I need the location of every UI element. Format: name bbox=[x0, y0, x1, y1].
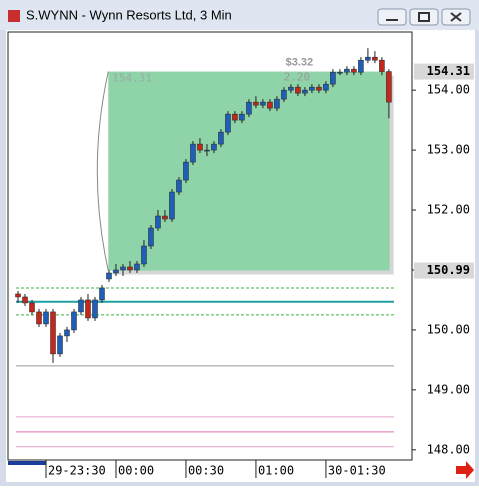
candle-body bbox=[155, 215, 161, 229]
candle-body bbox=[288, 86, 294, 91]
candle-body bbox=[260, 101, 266, 106]
candle-body bbox=[113, 269, 119, 274]
candle-body bbox=[36, 311, 42, 325]
candle-body bbox=[204, 149, 210, 152]
measure-bracket bbox=[96, 71, 109, 271]
maximize-icon bbox=[418, 12, 430, 22]
candle-body bbox=[134, 263, 140, 271]
candle-body bbox=[246, 101, 252, 115]
candle-body bbox=[267, 101, 273, 109]
candle-body bbox=[29, 302, 35, 313]
x-tick-label: 01:00 bbox=[258, 464, 294, 478]
candle-body bbox=[372, 56, 378, 61]
candle-body bbox=[316, 86, 322, 91]
x-tick-label: 29-23:30 bbox=[48, 464, 106, 478]
candle-body bbox=[78, 299, 84, 313]
price-marker bbox=[414, 262, 474, 279]
measure-start-label: 154.31 bbox=[112, 72, 152, 85]
price-marker-label: 154.31 bbox=[427, 64, 470, 78]
y-tick-label: 152.00 bbox=[427, 203, 470, 217]
measure-percent: 2.20 bbox=[284, 71, 311, 84]
candle-body bbox=[162, 215, 168, 220]
x-tick-label: 00:30 bbox=[188, 464, 224, 478]
candle-body bbox=[71, 311, 77, 331]
minimize-button[interactable] bbox=[377, 8, 407, 26]
y-tick-label: 149.00 bbox=[427, 382, 470, 396]
y-tick-label: 153.00 bbox=[427, 143, 470, 157]
candle-body bbox=[379, 59, 385, 72]
candle-body bbox=[148, 227, 154, 247]
candle-body bbox=[344, 68, 350, 73]
scrollbar[interactable] bbox=[8, 461, 46, 465]
candle-body bbox=[337, 71, 343, 74]
candle-body bbox=[365, 56, 371, 61]
candle-body bbox=[106, 272, 112, 280]
y-tick-label: 148.00 bbox=[427, 442, 470, 456]
candle-body bbox=[183, 161, 189, 181]
candle-body bbox=[197, 143, 203, 151]
candle-body bbox=[386, 71, 392, 103]
candle-body bbox=[190, 143, 196, 163]
candle-body bbox=[218, 131, 224, 145]
scroll-arrow[interactable] bbox=[456, 461, 474, 479]
app-icon bbox=[8, 10, 20, 22]
candle-body bbox=[302, 89, 308, 94]
candle-body bbox=[176, 179, 182, 193]
y-tick-label: 154.00 bbox=[427, 83, 470, 97]
candle-body bbox=[309, 86, 315, 91]
maximize-button[interactable] bbox=[409, 8, 439, 26]
measure-change: $3.32 bbox=[286, 56, 314, 68]
price-marker-label: 150.99 bbox=[427, 263, 470, 277]
candle-body bbox=[274, 98, 280, 109]
candle-body bbox=[64, 329, 70, 337]
close-icon bbox=[450, 12, 462, 22]
candle-body bbox=[169, 191, 175, 220]
candle-body bbox=[239, 113, 245, 121]
candle-body bbox=[92, 299, 98, 319]
candle-body bbox=[225, 113, 231, 133]
candle-body bbox=[127, 266, 133, 271]
candle-body bbox=[99, 287, 105, 301]
x-tick-label: 00:00 bbox=[118, 464, 154, 478]
candle-body bbox=[120, 266, 126, 271]
candle-body bbox=[330, 71, 336, 85]
window-title: S.WYNN - Wynn Resorts Ltd, 3 Min bbox=[26, 7, 232, 22]
candle-body bbox=[358, 59, 364, 73]
candle-body bbox=[22, 296, 28, 304]
price-marker bbox=[414, 63, 474, 80]
x-tick-label: 30-01:30 bbox=[328, 464, 386, 478]
candle-body bbox=[232, 113, 238, 121]
candle-body bbox=[351, 68, 357, 73]
candle-body bbox=[211, 143, 217, 151]
candle-body bbox=[295, 86, 301, 94]
candle-body bbox=[323, 83, 329, 91]
candle-body bbox=[57, 335, 63, 355]
candle-body bbox=[281, 89, 287, 100]
candle-body bbox=[253, 101, 259, 106]
candle-body bbox=[141, 245, 147, 265]
y-tick-label: 150.00 bbox=[427, 322, 470, 336]
candle-body bbox=[15, 293, 21, 298]
candle-body bbox=[85, 299, 91, 319]
candle-body bbox=[43, 311, 49, 325]
candle-body bbox=[50, 311, 56, 355]
